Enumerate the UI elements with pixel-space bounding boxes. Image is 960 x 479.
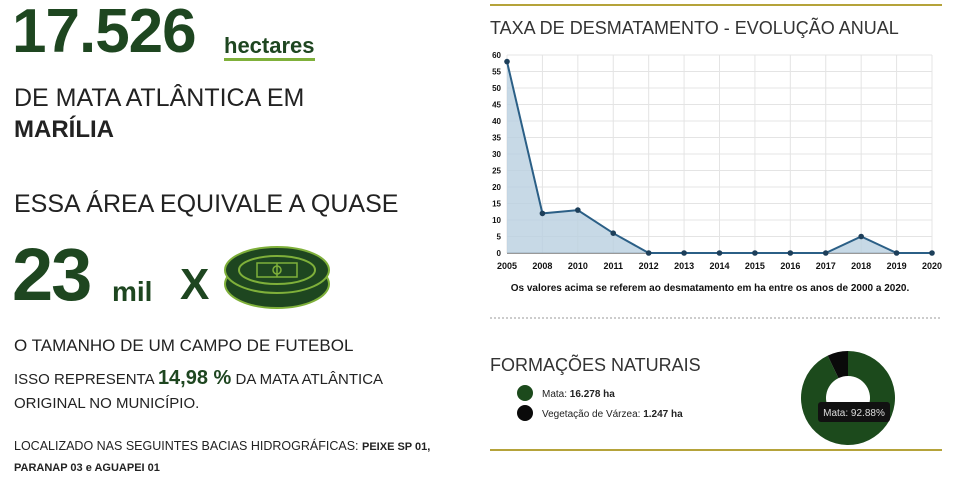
y-tick-label: 60 (492, 51, 501, 60)
percent: 14,98 % (157, 367, 232, 389)
point (681, 250, 687, 256)
point (716, 250, 723, 256)
area (507, 61, 932, 253)
text: DA MATA ATLÂNTICA ORIGINAL NO MUNICÍPIO. (14, 371, 383, 412)
point (645, 250, 652, 256)
represents: ISSO REPRESENTA 14,98 % DA MATA ATLÂNTIC… (14, 366, 414, 416)
donut-slice (801, 351, 896, 445)
x-tick-label: 2018 (851, 261, 871, 271)
text-line: ESSA ÁREA EQUIVALE A QUASE (14, 190, 399, 218)
x-tick-label: 2013 (674, 261, 694, 271)
legend-name: Mata: (542, 389, 567, 400)
x-tick-label: 2005 (497, 261, 517, 271)
x-tick-label: 2015 (745, 261, 765, 271)
area-unit: hectares (224, 34, 315, 61)
x-tick-label: 2020 (922, 261, 942, 271)
legend-label: Vegetação de Várzea: 1.247 ha (542, 409, 683, 420)
point (822, 250, 829, 256)
text-line: O TAMANHO DE UM CAMPO DE FUTEBOL (14, 336, 354, 355)
point (539, 210, 546, 217)
point (787, 250, 794, 256)
y-tick-label: 55 (492, 68, 501, 77)
text: ISSO REPRESENTA (14, 371, 154, 388)
x-tick-label: 2012 (639, 261, 659, 271)
value-label: 16.278 ha (570, 389, 615, 400)
times: X (180, 260, 210, 309)
x-tick-label: 2011 (603, 261, 623, 271)
legend-name: Vegetação de Várzea: (542, 409, 640, 420)
point (929, 250, 935, 256)
legend-label: Mata: 16.278 ha (542, 389, 615, 400)
x-tick-label: 2014 (709, 261, 729, 271)
y-tick-label: 25 (492, 167, 501, 176)
point (858, 233, 864, 240)
point (752, 250, 758, 256)
donut-slice (827, 351, 848, 379)
city: MARÍLIA (14, 116, 114, 143)
area-value: 17.526 (12, 0, 197, 66)
point (504, 58, 510, 65)
fields-number: 23 (12, 233, 92, 316)
x-tick-label: 2019 (887, 261, 907, 271)
basins: LOCALIZADO NAS SEGUINTES BACIAS HIDROGRÁ… (14, 436, 484, 478)
point (575, 207, 581, 213)
tooltip-box (818, 402, 890, 422)
y-tick-label: 15 (492, 200, 501, 209)
point (610, 230, 617, 236)
x-tick-label: 2017 (816, 261, 836, 271)
chart-title: FORMAÇÕES NATURAIS (490, 354, 701, 375)
x-tick-label: 2016 (780, 261, 800, 271)
chart-note: Os valores acima se referem ao desmatame… (511, 283, 910, 294)
legend-swatch (517, 385, 533, 401)
value-label: 1.247 ha (643, 409, 683, 420)
point (893, 250, 900, 256)
chart-title: TAXA DE DESMATAMENTO - EVOLUÇÃO ANUAL (490, 17, 899, 38)
y-tick-label: 20 (492, 183, 501, 192)
y-tick-label: 5 (497, 233, 502, 242)
stadium-icon (224, 246, 330, 309)
x-tick-label: 2008 (532, 261, 552, 271)
y-tick-label: 0 (497, 249, 502, 258)
x-tick-label: 2010 (568, 261, 588, 271)
fields-unit: mil (112, 276, 153, 307)
y-tick-label: 30 (492, 150, 501, 159)
basins-list: PEIXE SP 01, PARANAP 03 e AGUAPEI 01 (14, 441, 431, 474)
y-tick-label: 10 (492, 216, 501, 225)
y-tick-label: 40 (492, 117, 501, 126)
tooltip: Mata: 92.88% (823, 408, 885, 419)
legend-swatch (517, 405, 533, 421)
text-line: DE MATA ATLÂNTICA EM (14, 84, 305, 112)
y-tick-label: 45 (492, 101, 501, 110)
y-tick-label: 35 (492, 134, 501, 143)
text: LOCALIZADO NAS SEGUINTES BACIAS HIDROGRÁ… (14, 439, 359, 453)
y-tick-label: 50 (492, 84, 501, 93)
